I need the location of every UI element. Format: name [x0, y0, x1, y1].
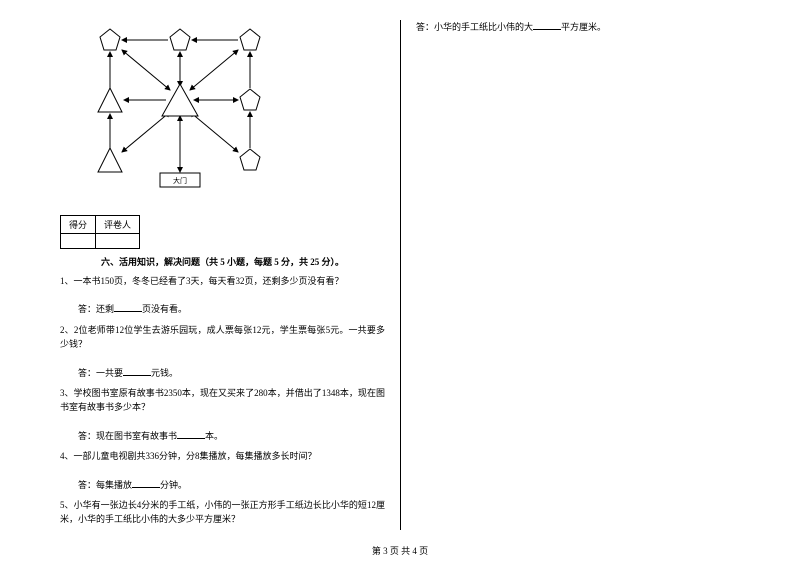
- answer-1: 答：还剩 页没有看。: [78, 302, 385, 316]
- a3-prefix: 答：现在图书室有故事书: [78, 431, 177, 441]
- question-4: 4、一部儿童电视剧共336分钟，分8集播放，每集播放多长时间？: [60, 449, 385, 463]
- q2-text: 2位老师带12位学生去游乐园玩，成人票每张12元，学生票每张5元。一共要多少钱？: [60, 325, 385, 349]
- grader-cell: 评卷人: [96, 216, 140, 234]
- a4-prefix: 答：每集播放: [78, 480, 132, 490]
- a3-suffix: 本。: [205, 431, 223, 441]
- question-2: 2、2位老师带12位学生去游乐园玩，成人票每张12元，学生票每张5元。一共要多少…: [60, 323, 385, 352]
- blank-field[interactable]: [533, 20, 561, 30]
- q4-text: 一部儿童电视剧共336分钟，分8集播放，每集播放多长时间？: [74, 451, 317, 461]
- answer-4: 答：每集播放 分钟。: [78, 478, 385, 492]
- q3-num: 3、: [60, 388, 74, 398]
- pentagon-icon: [240, 89, 260, 110]
- q4-num: 4、: [60, 451, 74, 461]
- diagram-svg: 大门: [80, 20, 280, 200]
- triangle-icon: [98, 88, 122, 112]
- q1-num: 1、: [60, 276, 74, 286]
- pentagon-icon: [170, 29, 190, 50]
- grader-blank: [96, 234, 140, 249]
- q2-num: 2、: [60, 325, 74, 335]
- right-column: 答：小华的手工纸比小伟的大 平方厘米。: [400, 20, 740, 530]
- pentagon-icon: [240, 29, 260, 50]
- triangle-icon: [98, 148, 122, 172]
- question-1: 1、一本书150页，冬冬已经看了3天，每天看32页，还剩多少页没有看？: [60, 274, 385, 288]
- two-column-layout: 大门 得分 评卷人 六、活用知识，解决问题（共 5 小题，每题 5 分，共 25…: [60, 20, 750, 530]
- answer-2: 答：一共要 元钱。: [78, 366, 385, 380]
- a2-prefix: 答：一共要: [78, 368, 123, 378]
- blank-field[interactable]: [123, 366, 151, 376]
- section-title: 六、活用知识，解决问题（共 5 小题，每题 5 分，共 25 分）。: [60, 255, 385, 268]
- blank-field[interactable]: [114, 302, 142, 312]
- pentagon-icon: [100, 29, 120, 50]
- blank-field[interactable]: [177, 429, 205, 439]
- q5-text: 小华有一张边长4分米的手工纸，小伟的一张正方形手工纸边长比小华的短12厘米，小华…: [60, 500, 385, 524]
- shapes-diagram: 大门: [80, 20, 280, 200]
- a4-suffix: 分钟。: [160, 480, 187, 490]
- pentagon-icon: [240, 149, 260, 170]
- q5-num: 5、: [60, 500, 74, 510]
- q3-text: 学校图书室原有故事书2350本，现在又买来了280本，并借出了1348本，现在图…: [60, 388, 385, 412]
- a5-prefix: 答：小华的手工纸比小伟的大: [416, 22, 533, 32]
- answer-3: 答：现在图书室有故事书 本。: [78, 429, 385, 443]
- a1-suffix: 页没有看。: [142, 304, 187, 314]
- diagram-nodes: [98, 29, 260, 187]
- score-cell: 得分: [61, 216, 96, 234]
- blank-field[interactable]: [132, 478, 160, 488]
- triangle-icon: [162, 84, 198, 116]
- gate-label: 大门: [173, 176, 187, 185]
- score-table: 得分 评卷人: [60, 215, 140, 249]
- left-column: 大门 得分 评卷人 六、活用知识，解决问题（共 5 小题，每题 5 分，共 25…: [60, 20, 400, 530]
- page: 大门 得分 评卷人 六、活用知识，解决问题（共 5 小题，每题 5 分，共 25…: [0, 0, 800, 565]
- a1-prefix: 答：还剩: [78, 304, 114, 314]
- page-footer: 第 3 页 共 4 页: [0, 544, 800, 557]
- a2-suffix: 元钱。: [151, 368, 178, 378]
- a5-suffix: 平方厘米。: [561, 22, 606, 32]
- score-blank: [61, 234, 96, 249]
- question-5: 5、小华有一张边长4分米的手工纸，小伟的一张正方形手工纸边长比小华的短12厘米，…: [60, 498, 385, 527]
- question-3: 3、学校图书室原有故事书2350本，现在又买来了280本，并借出了1348本，现…: [60, 386, 385, 415]
- answer-5: 答：小华的手工纸比小伟的大 平方厘米。: [416, 20, 740, 34]
- q1-text: 一本书150页，冬冬已经看了3天，每天看32页，还剩多少页没有看？: [74, 276, 344, 286]
